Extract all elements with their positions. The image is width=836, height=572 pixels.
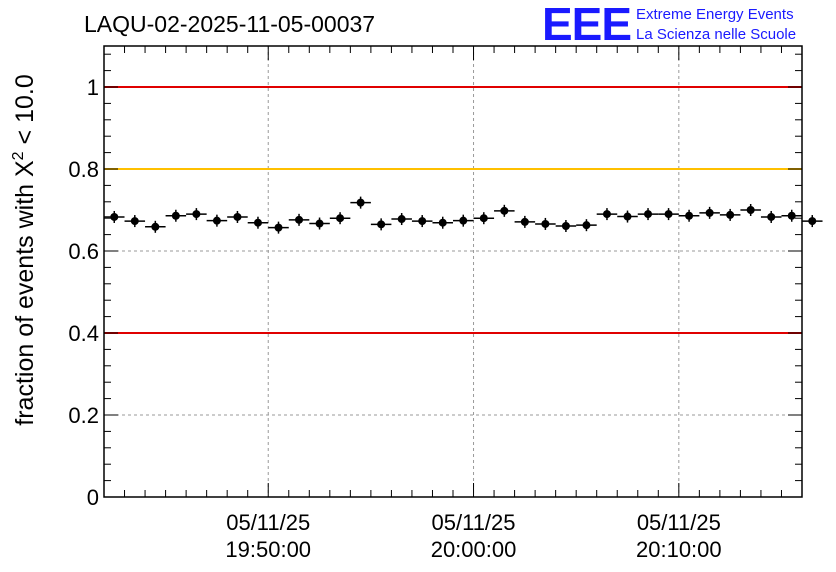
- point-marker: [233, 212, 242, 221]
- point-marker: [438, 218, 447, 227]
- data-point: [535, 217, 556, 230]
- logo-line-1: Extreme Energy Events: [636, 6, 794, 23]
- y-tick-label: 0: [87, 485, 99, 510]
- point-marker: [561, 221, 570, 230]
- point-marker: [541, 219, 550, 228]
- grid-lines: [104, 46, 802, 497]
- data-point: [740, 204, 761, 216]
- point-marker: [746, 206, 755, 214]
- point-marker: [705, 208, 714, 217]
- point-marker: [602, 210, 611, 219]
- y-axis-label-main: fraction of events with X: [11, 160, 39, 426]
- data-point: [309, 217, 330, 230]
- point-marker: [171, 211, 180, 220]
- data-point: [268, 221, 289, 234]
- data-points: [104, 196, 823, 234]
- data-point: [350, 196, 371, 209]
- data-point: [206, 214, 228, 227]
- point-marker: [644, 210, 653, 219]
- data-point: [186, 208, 207, 221]
- data-point: [247, 216, 269, 229]
- point-marker: [418, 217, 427, 226]
- data-point: [576, 219, 597, 232]
- logo-eee-text: EEE: [542, 0, 631, 50]
- data-point: [699, 206, 720, 219]
- x-tick-label-time: 20:00:00: [431, 537, 517, 562]
- data-point: [432, 216, 453, 229]
- data-point: [617, 210, 638, 223]
- y-axis-label-tail: < 10.0: [11, 74, 39, 151]
- point-marker: [315, 219, 324, 228]
- data-point: [473, 212, 495, 225]
- axes: [103, 45, 803, 498]
- point-marker: [377, 220, 386, 229]
- plot-frame: [103, 45, 803, 498]
- logo-line-2: La Scienza nelle Scuole: [636, 26, 796, 43]
- point-marker: [767, 212, 776, 221]
- point-marker: [253, 218, 262, 227]
- chart-title: LAQU-02-2025-11-05-00037: [84, 11, 375, 37]
- point-marker: [726, 210, 735, 219]
- data-point: [227, 210, 248, 223]
- point-marker: [397, 215, 406, 224]
- point-marker: [212, 216, 221, 225]
- data-point: [494, 204, 515, 217]
- data-point: [555, 219, 577, 232]
- data-point: [329, 212, 351, 225]
- tick-labels: 00.20.40.60.8105/11/2519:50:0005/11/2520…: [68, 75, 721, 562]
- point-marker: [808, 217, 817, 226]
- data-point: [514, 215, 536, 228]
- reference-lines: [104, 86, 802, 334]
- point-marker: [130, 217, 139, 226]
- point-marker: [192, 210, 201, 219]
- x-tick-label-date: 05/11/25: [637, 510, 721, 535]
- point-marker: [787, 211, 796, 220]
- data-point: [658, 208, 679, 221]
- point-marker: [582, 221, 591, 230]
- y-tick-label: 1: [87, 75, 99, 100]
- data-point: [453, 214, 474, 227]
- data-point: [781, 209, 802, 222]
- point-marker: [459, 216, 468, 225]
- y-tick-label: 0.6: [68, 239, 99, 264]
- point-marker: [151, 222, 160, 231]
- data-point: [678, 209, 700, 222]
- x-tick-label-date: 05/11/25: [432, 510, 516, 535]
- x-tick-label-time: 20:10:00: [636, 537, 722, 562]
- point-marker: [664, 210, 673, 219]
- point-marker: [274, 223, 283, 232]
- point-marker: [520, 217, 529, 226]
- data-point: [145, 220, 166, 233]
- data-point: [760, 210, 782, 223]
- data-point: [411, 215, 433, 228]
- data-point: [637, 208, 659, 221]
- data-point: [288, 213, 310, 226]
- y-tick-label: 0.4: [68, 321, 99, 346]
- y-tick-label: 0.8: [68, 157, 99, 182]
- data-point: [596, 208, 618, 221]
- data-point: [104, 210, 125, 223]
- point-marker: [356, 198, 365, 207]
- data-point: [719, 208, 741, 221]
- point-marker: [336, 214, 345, 223]
- point-marker: [479, 214, 488, 223]
- x-tick-label-time: 19:50:00: [225, 537, 311, 562]
- data-point: [124, 215, 146, 228]
- point-marker: [500, 206, 509, 215]
- eee-logo: EEE Extreme Energy Events La Scienza nel…: [542, 0, 796, 50]
- y-axis-label: fraction of events with X2 < 10.0: [10, 74, 39, 425]
- y-axis-label-superscript: 2: [10, 151, 27, 160]
- data-point: [802, 215, 823, 228]
- point-marker: [685, 211, 694, 220]
- y-tick-label: 0.2: [68, 403, 99, 428]
- point-marker: [623, 212, 632, 221]
- x-tick-label-date: 05/11/25: [226, 510, 310, 535]
- data-point: [370, 218, 392, 231]
- point-marker: [295, 215, 304, 224]
- data-point: [391, 213, 412, 226]
- point-marker: [110, 212, 119, 221]
- data-point: [165, 209, 187, 222]
